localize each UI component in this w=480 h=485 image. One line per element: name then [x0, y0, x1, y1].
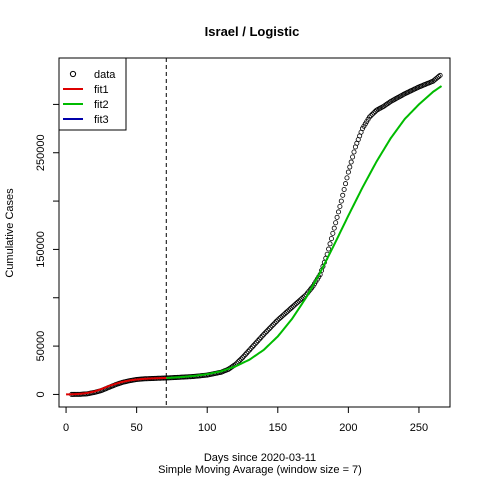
x-axis-sublabel: Simple Moving Avarage (window size = 7)	[158, 464, 362, 476]
data-point	[262, 330, 268, 336]
data-point	[278, 314, 284, 320]
y-tick-label: 150000	[35, 231, 47, 268]
data-point	[287, 306, 293, 312]
data-point	[292, 302, 298, 308]
x-tick-label: 100	[198, 422, 216, 434]
data-point	[340, 192, 346, 198]
y-tick-label: 0	[35, 391, 47, 397]
data-point	[241, 353, 247, 359]
data-point	[368, 113, 374, 119]
data-point	[272, 320, 278, 326]
data-point	[367, 114, 373, 120]
data-point	[266, 326, 272, 332]
data-point	[239, 355, 245, 361]
data-point	[251, 342, 257, 348]
data-point	[335, 209, 341, 215]
data-point	[351, 149, 357, 155]
data-point	[255, 338, 261, 344]
data-point	[344, 175, 350, 181]
data-point	[290, 303, 296, 309]
data-point	[238, 356, 244, 362]
data-point	[331, 225, 337, 231]
data-point	[268, 324, 274, 330]
data-point	[252, 341, 258, 347]
data-point	[285, 308, 291, 314]
data-point	[299, 296, 305, 302]
data-point	[333, 220, 339, 226]
data-point	[244, 350, 250, 356]
data-point	[248, 345, 254, 351]
data-point	[283, 309, 289, 315]
legend-label-fit1: fit1	[94, 84, 109, 96]
data-point	[343, 181, 349, 187]
data-point	[247, 347, 253, 353]
data-point	[369, 111, 375, 117]
data-point	[258, 335, 264, 341]
data-point	[289, 304, 295, 310]
data-point	[437, 72, 443, 78]
legend-label-fit3: fit3	[94, 114, 109, 126]
data-point	[328, 236, 334, 242]
x-tick-label: 200	[339, 422, 357, 434]
data-point	[271, 321, 277, 327]
data-point	[293, 301, 299, 307]
data-point	[350, 154, 356, 160]
chart-title: Israel / Logistic	[205, 24, 300, 39]
x-axis-label: Days since 2020-03-11	[204, 452, 316, 464]
data-point	[334, 214, 340, 220]
x-tick-label: 150	[269, 422, 287, 434]
data-point	[235, 359, 241, 365]
data-point	[261, 331, 267, 337]
data-point	[282, 311, 288, 317]
data-point	[327, 241, 333, 247]
data-point	[330, 230, 336, 236]
plot-frame	[58, 57, 451, 408]
x-tick-label: 0	[63, 422, 69, 434]
x-tick-label: 250	[410, 422, 428, 434]
legend-box	[58, 57, 127, 131]
y-tick-label: 50000	[35, 331, 47, 362]
data-point	[249, 344, 255, 350]
data-point	[345, 169, 351, 175]
data-point	[297, 297, 303, 303]
data-point	[286, 307, 292, 313]
axis-layer: 0 50 100 150 200 250 0 50000 150000 250000	[35, 103, 428, 434]
data-point	[259, 333, 265, 339]
data-point	[263, 329, 269, 335]
data-point	[296, 298, 302, 304]
fit1-line	[66, 377, 167, 396]
legend-label-data: data	[94, 69, 116, 81]
data-point	[326, 246, 332, 252]
legend-label-fit2: fit2	[94, 99, 109, 111]
data-point	[276, 316, 282, 322]
legend: data fit1 fit2 fit3	[58, 57, 127, 131]
data-point	[256, 336, 262, 342]
data-point	[436, 74, 442, 80]
data-point	[265, 327, 271, 333]
y-tick-label: 250000	[35, 134, 47, 171]
data-point	[279, 313, 285, 319]
data-point	[347, 164, 353, 170]
fit2-line	[166, 85, 443, 379]
y-axis-label: Cumulative Cases	[4, 188, 16, 278]
x-tick-label: 50	[131, 422, 143, 434]
data-point	[280, 312, 286, 318]
data-point	[237, 357, 243, 363]
data-point	[275, 317, 281, 323]
data-point	[245, 349, 251, 355]
data-point	[348, 159, 354, 165]
data-point	[269, 323, 275, 329]
data-point	[295, 299, 301, 305]
data-point	[273, 318, 279, 324]
data-point	[254, 339, 260, 345]
data-point	[337, 203, 343, 209]
plot-layer	[66, 58, 443, 407]
data-point	[341, 186, 347, 192]
data-point	[338, 198, 344, 204]
legend-symbol-data	[69, 70, 77, 78]
data-point	[371, 110, 377, 116]
data-point	[242, 352, 248, 358]
